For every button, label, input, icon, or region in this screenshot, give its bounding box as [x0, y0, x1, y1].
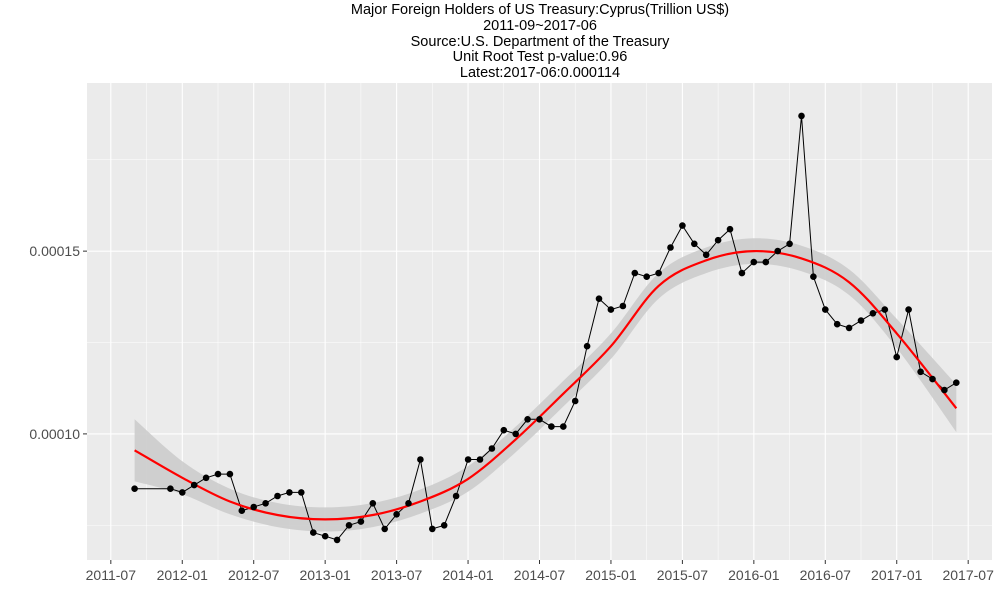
data-point	[643, 273, 650, 281]
data-point	[429, 525, 436, 533]
data-point	[298, 489, 305, 496]
data-point	[357, 518, 365, 525]
data-point	[810, 273, 817, 281]
data-point	[583, 342, 591, 350]
data-point	[595, 295, 603, 303]
x-tick-label: 2015-01	[585, 567, 637, 583]
chart-unit-root-test: Unit Root Test p-value:0.96	[452, 49, 628, 66]
data-point	[941, 386, 948, 394]
data-point	[845, 324, 853, 332]
data-point	[726, 225, 734, 233]
x-axis-ticks: 2011-07 2012-01 2012-07 2013-01 2013-07 2014-…	[86, 560, 994, 583]
data-point	[869, 310, 877, 317]
data-point	[202, 474, 210, 482]
data-point	[833, 320, 841, 328]
data-point	[250, 503, 257, 511]
y-tick-label: 0.00010	[29, 426, 80, 442]
data-point	[345, 522, 353, 529]
data-point	[131, 485, 138, 493]
x-tick-label: 2014-07	[514, 567, 566, 583]
y-tick-label: 0.00015	[29, 243, 80, 259]
data-point	[190, 481, 198, 489]
data-point	[571, 397, 579, 405]
data-point	[702, 251, 710, 259]
x-tick-label: 2017-01	[871, 567, 923, 583]
data-point	[798, 112, 805, 120]
data-point	[405, 500, 412, 507]
data-point	[464, 456, 472, 463]
x-tick-label: 2011-07	[86, 567, 137, 583]
x-tick-label: 2017-07	[942, 567, 994, 583]
data-point	[548, 423, 555, 430]
data-point	[607, 306, 615, 313]
data-point	[822, 306, 829, 313]
data-point	[536, 416, 543, 423]
x-tick-label: 2012-07	[228, 567, 280, 583]
x-tick-label: 2016-07	[800, 567, 852, 583]
chart-title: Major Foreign Holders of US Treasury:Cyp…	[350, 2, 730, 18]
data-point	[560, 423, 567, 430]
data-point	[262, 500, 269, 507]
data-point	[917, 368, 924, 376]
x-tick-label: 2012-01	[157, 567, 209, 583]
data-point	[321, 532, 329, 540]
data-point	[714, 236, 722, 244]
data-point	[286, 489, 293, 496]
data-point	[369, 500, 377, 507]
data-point	[476, 456, 484, 463]
chart-source: Source:U.S. Department of the Treasury	[410, 33, 670, 50]
data-point	[452, 492, 460, 500]
data-point	[750, 258, 758, 266]
data-point	[310, 529, 317, 536]
data-point	[905, 306, 912, 313]
data-point	[786, 240, 793, 248]
x-tick-label: 2014-01	[442, 567, 494, 583]
data-point	[214, 470, 222, 478]
x-tick-label: 2016-01	[728, 567, 780, 583]
data-point	[667, 244, 674, 251]
chart-titles: Major Foreign Holders of US Treasury:Cyp…	[0, 2, 1000, 82]
x-tick-label: 2015-07	[657, 567, 709, 583]
data-point	[691, 240, 698, 248]
confidence-band	[134, 238, 957, 532]
data-point	[226, 470, 234, 478]
data-point	[881, 306, 889, 313]
data-point	[417, 456, 424, 463]
data-point	[381, 525, 389, 533]
data-point	[333, 536, 341, 544]
data-point	[238, 507, 246, 514]
data-points	[131, 112, 960, 544]
data-point	[179, 489, 186, 496]
x-tick-label: 2013-07	[371, 567, 423, 583]
data-point	[500, 426, 508, 434]
smooth-trend-line	[134, 249, 958, 521]
data-point	[893, 353, 900, 361]
data-point	[512, 430, 519, 438]
data-point	[679, 222, 686, 229]
data-point	[762, 258, 770, 266]
data-point	[488, 445, 496, 452]
data-point	[929, 375, 936, 383]
data-point	[655, 269, 662, 277]
data-point	[774, 247, 781, 255]
data-point	[167, 485, 174, 493]
y-axis-ticks: 0.00010 0.00015	[29, 243, 87, 442]
data-point	[631, 269, 639, 277]
data-point	[393, 511, 400, 518]
chart-latest-value: Latest:2017-06:0.000114	[459, 65, 621, 82]
data-point	[619, 302, 627, 310]
data-point	[857, 317, 865, 324]
data-point	[738, 269, 746, 277]
data-point	[440, 522, 448, 529]
x-tick-label: 2013-01	[299, 567, 351, 583]
data-point	[953, 379, 960, 387]
chart-date-range: 2011-09~2017-06	[483, 17, 597, 34]
data-point	[524, 416, 531, 423]
data-point	[274, 492, 281, 500]
